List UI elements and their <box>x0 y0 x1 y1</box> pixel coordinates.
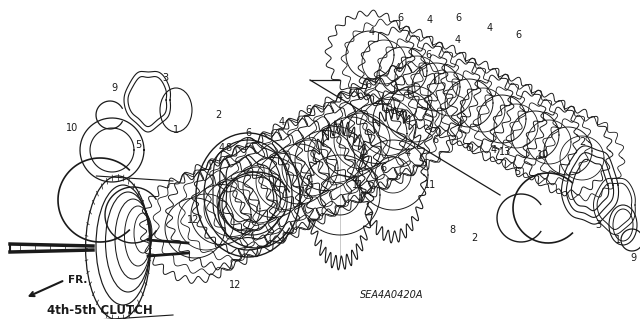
Text: 4th-5th CLUTCH: 4th-5th CLUTCH <box>47 303 153 316</box>
Text: 8: 8 <box>225 143 231 153</box>
Text: 6: 6 <box>397 13 403 23</box>
Text: 4: 4 <box>395 63 401 73</box>
Text: 7: 7 <box>302 185 308 195</box>
Text: 3: 3 <box>595 220 601 230</box>
Text: 1: 1 <box>173 125 179 135</box>
Text: 6: 6 <box>455 13 461 23</box>
Text: 4: 4 <box>405 148 411 158</box>
Text: 6: 6 <box>245 128 251 138</box>
Text: 11: 11 <box>424 180 436 190</box>
Text: 11: 11 <box>352 180 364 190</box>
Text: 4: 4 <box>279 117 285 127</box>
Text: 6: 6 <box>515 30 521 40</box>
Text: SEA4A0420A: SEA4A0420A <box>360 290 424 300</box>
Text: 4: 4 <box>337 92 343 102</box>
Text: 10: 10 <box>66 123 78 133</box>
Text: 6: 6 <box>465 143 471 153</box>
Text: 6: 6 <box>425 50 431 60</box>
Text: 13: 13 <box>499 147 511 157</box>
Text: 4: 4 <box>427 15 433 25</box>
Text: 4: 4 <box>369 27 375 37</box>
Text: 2: 2 <box>471 233 477 243</box>
Text: 4: 4 <box>457 120 463 130</box>
Text: 6: 6 <box>305 105 311 115</box>
Text: 2: 2 <box>579 137 585 147</box>
Text: 5: 5 <box>514 167 520 177</box>
Text: 2: 2 <box>215 110 221 120</box>
Text: 6: 6 <box>380 163 386 173</box>
Text: 9: 9 <box>630 253 636 263</box>
Text: 6: 6 <box>432 135 438 145</box>
Text: FR.: FR. <box>68 275 88 285</box>
Text: 4: 4 <box>491 145 497 155</box>
Text: 4: 4 <box>455 35 461 45</box>
Text: 4: 4 <box>487 23 493 33</box>
Text: 3: 3 <box>162 73 168 83</box>
Text: 9: 9 <box>111 83 117 93</box>
Text: 12: 12 <box>187 215 199 225</box>
Text: 12: 12 <box>229 280 241 290</box>
Text: 4: 4 <box>219 143 225 153</box>
Text: 1: 1 <box>615 235 621 245</box>
Text: 8: 8 <box>449 225 455 235</box>
Text: 6: 6 <box>365 80 371 90</box>
Text: 4: 4 <box>352 175 358 185</box>
Text: 10: 10 <box>537 150 549 160</box>
Text: 5: 5 <box>135 140 141 150</box>
